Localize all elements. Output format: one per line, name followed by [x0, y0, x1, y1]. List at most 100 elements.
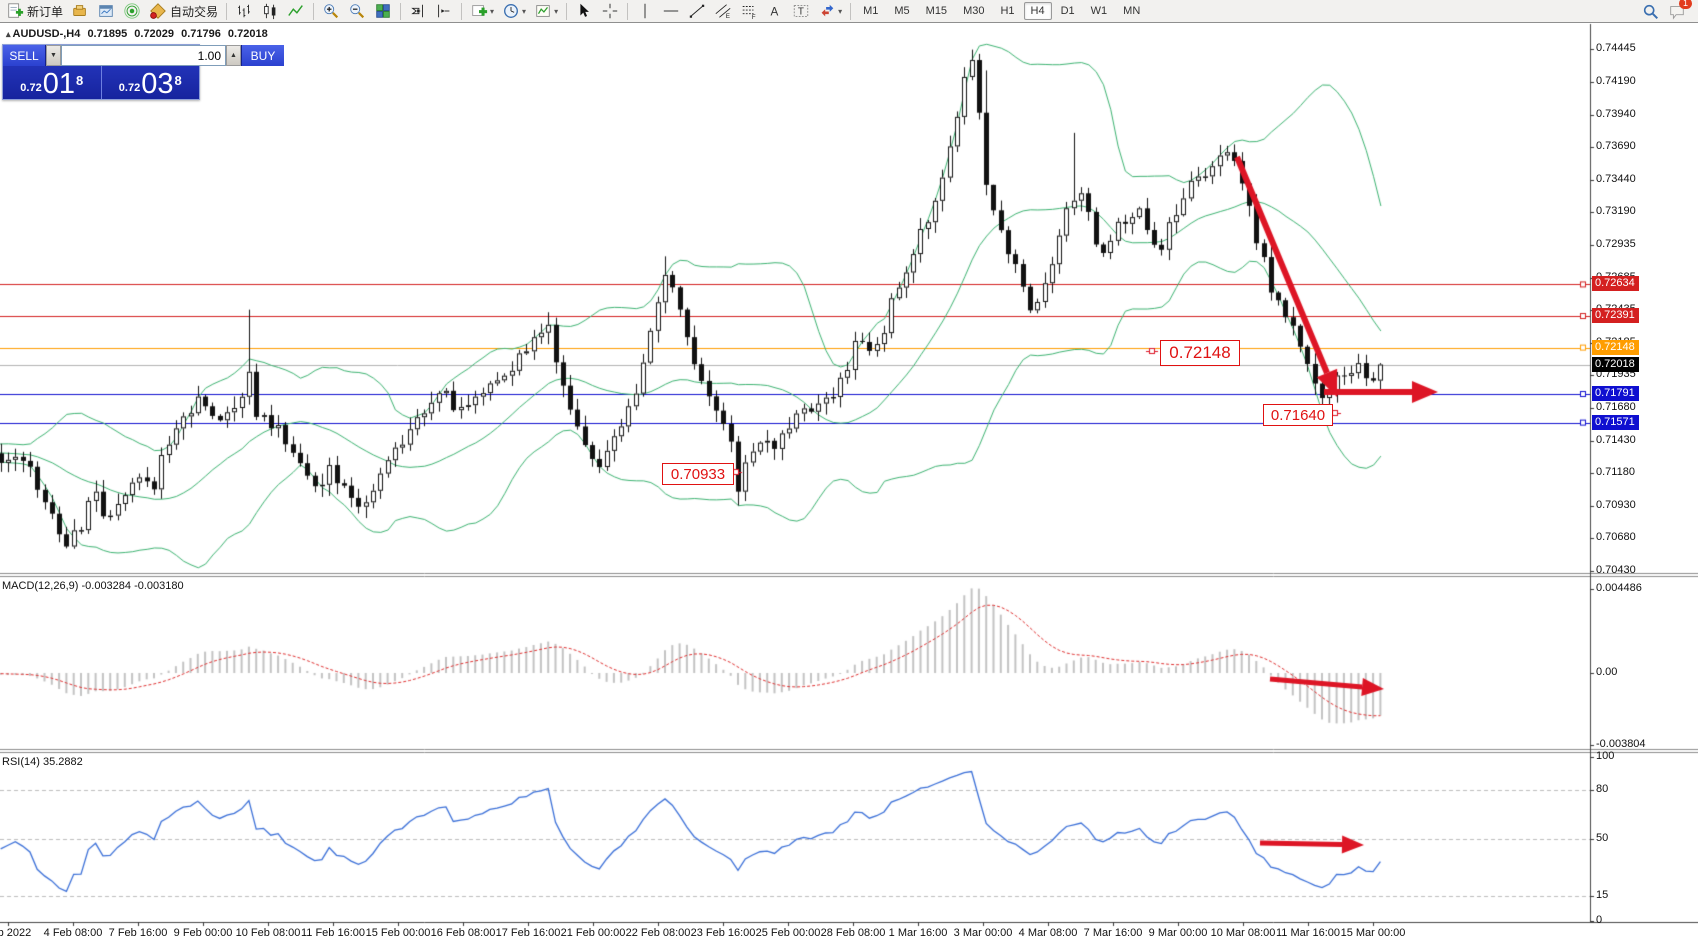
rsi-indicator-label: RSI(14) 35.2882	[2, 756, 83, 768]
text-label-tool-button[interactable]: T	[789, 0, 813, 22]
timeframe-H1[interactable]: H1	[1000, 5, 1015, 17]
rsi-axis-label: 80	[1596, 782, 1609, 795]
sell-button[interactable]: SELL	[3, 45, 46, 66]
timeframe-M5[interactable]: M5	[894, 5, 910, 17]
candlestick-icon-button[interactable]	[258, 0, 282, 22]
price-axis-label: 0.70930	[1596, 498, 1636, 511]
periods-clock-button[interactable]: ▾	[499, 0, 529, 22]
chat-icon-button[interactable]: 1	[1665, 0, 1692, 23]
auto-scroll-icon-button[interactable]	[432, 0, 456, 22]
timeframe-W1[interactable]: W1	[1090, 5, 1108, 17]
price-axis-label: 0.72935	[1596, 238, 1636, 251]
timeframe-buttons: M1 M5 M15 M30 H1 H4 D1 W1 MN	[855, 2, 1148, 20]
price-axis-label: 0.73690	[1596, 140, 1636, 153]
buy-price-sup: 8	[174, 73, 182, 88]
volume-increase-button[interactable]: ▲	[226, 45, 241, 66]
arrows-tool-button[interactable]: ▾	[815, 0, 845, 22]
macd-axis-label: 0.00	[1596, 666, 1618, 678]
text-tool-button[interactable]: A	[763, 0, 787, 22]
rsi-axis-label: 0	[1596, 914, 1603, 926]
dropdown-caret-icon: ▾	[522, 6, 527, 16]
chart-price-callout-3[interactable]: 0.70933	[662, 463, 734, 485]
channel-tool-button[interactable]: E	[711, 0, 735, 22]
time-axis-label: 7 Mar 16:00	[1083, 927, 1143, 939]
hline-price-tag[interactable]: 0.72391	[1592, 308, 1639, 324]
rsi-axis-label: 50	[1596, 832, 1609, 844]
timeframe-M15[interactable]: M15	[925, 5, 948, 17]
time-axis-label: 23 Feb 16:00	[690, 927, 756, 939]
autotrading-button[interactable]: 自动交易	[146, 0, 221, 22]
one-click-trading-panel: SELL ▼ ▲ BUY 0.72 01 8 0.72 03 8	[2, 44, 284, 100]
timeframe-M1[interactable]: M1	[863, 5, 879, 17]
signals-icon-button[interactable]	[120, 0, 144, 22]
sell-price-prefix: 0.72	[20, 82, 42, 94]
search-icon-button[interactable]	[1639, 1, 1663, 23]
price-axis-label: 0.74190	[1596, 75, 1636, 88]
macd-name: MACD(12,26,9)	[2, 580, 79, 592]
time-axis-label: 17 Feb 16:00	[495, 927, 561, 939]
horizontal-line-tool-button[interactable]	[659, 0, 683, 22]
time-axis-label: 22 Feb 08:00	[625, 927, 691, 939]
zoom-out-icon-button[interactable]	[345, 0, 369, 22]
timeframe-D1[interactable]: D1	[1060, 5, 1075, 17]
sell-price-sup: 8	[75, 73, 84, 88]
cursor-tool-button[interactable]	[572, 0, 596, 22]
symbol-name: AUDUSD-,H4	[12, 28, 81, 40]
timeframe-H4[interactable]: H4	[1023, 2, 1052, 20]
toolbar-separator	[850, 2, 852, 20]
svg-text:A: A	[771, 6, 779, 19]
rsi-value: 35.2882	[42, 756, 83, 768]
market-watch-icon-button[interactable]	[68, 0, 92, 22]
price-axis-label: 0.71680	[1596, 401, 1636, 414]
time-axis-label: 11 Feb 16:00	[300, 927, 366, 939]
rsi-name: RSI(14)	[2, 756, 40, 768]
timeframe-M30[interactable]: M30	[963, 5, 985, 17]
templates-button[interactable]: ▾	[531, 0, 561, 22]
price-axis-label: 0.74445	[1596, 42, 1636, 54]
hline-price-tag[interactable]: 0.71791	[1592, 386, 1639, 402]
chart-shift-icon-button[interactable]	[406, 0, 430, 22]
volume-input[interactable]	[61, 45, 226, 66]
open-value: 0.71895	[87, 28, 128, 40]
time-axis-label: 10 Mar 08:00	[1210, 927, 1276, 939]
add-indicator-button[interactable]: ▾	[467, 0, 497, 22]
dropdown-caret-icon: ▾	[490, 6, 495, 16]
volume-decrease-button[interactable]: ▼	[46, 45, 61, 66]
autotrading-label: 自动交易	[170, 4, 219, 19]
hline-price-tag[interactable]: 0.71571	[1592, 414, 1639, 430]
bar-chart-icon-button[interactable]	[232, 0, 256, 22]
toolbar-separator	[461, 2, 463, 20]
vertical-line-tool-button[interactable]	[633, 0, 657, 22]
time-axis-label: 4 Mar 08:00	[1018, 927, 1078, 939]
tile-windows-icon-button[interactable]	[371, 0, 395, 22]
hline-price-tag[interactable]: 0.72148	[1592, 339, 1639, 355]
buy-price[interactable]: 0.72 03 8	[102, 66, 200, 99]
time-axis-label: 9 Mar 00:00	[1148, 927, 1208, 939]
toolbar-separator	[566, 2, 568, 20]
time-axis-label: 11 Mar 16:00	[1275, 927, 1341, 939]
price-axis-label: 0.73440	[1596, 172, 1636, 185]
new-order-button[interactable]: 新订单	[3, 0, 66, 22]
time-axis-label: 16 Feb 08:00	[430, 927, 496, 939]
time-axis-label: 10 Feb 08:00	[235, 927, 301, 939]
time-axis-label: 1 Mar 16:00	[888, 927, 948, 939]
crosshair-tool-button[interactable]	[598, 0, 622, 22]
svg-text:F: F	[752, 14, 756, 20]
buy-button[interactable]: BUY	[241, 45, 284, 66]
low-value: 0.71796	[181, 28, 221, 40]
fibonacci-tool-button[interactable]: F	[737, 0, 761, 22]
sell-price[interactable]: 0.72 01 8	[3, 66, 102, 99]
new-order-label: 新订单	[27, 4, 64, 19]
timeframe-MN[interactable]: MN	[1123, 5, 1141, 17]
rsi-axis-label: 15	[1596, 889, 1609, 902]
hline-price-tag[interactable]: 0.72634	[1592, 276, 1639, 292]
trendline-tool-button[interactable]	[685, 0, 709, 22]
chart-price-callout-1[interactable]: 0.72148	[1160, 340, 1240, 366]
zoom-in-icon-button[interactable]	[319, 0, 343, 22]
chart-price-callout-2[interactable]: 0.71640	[1263, 404, 1333, 426]
toolbar-separator	[313, 2, 315, 20]
line-chart-icon-button[interactable]	[284, 0, 308, 22]
toolbar-separator	[226, 2, 228, 20]
chart-window-icon-button[interactable]	[94, 0, 118, 22]
